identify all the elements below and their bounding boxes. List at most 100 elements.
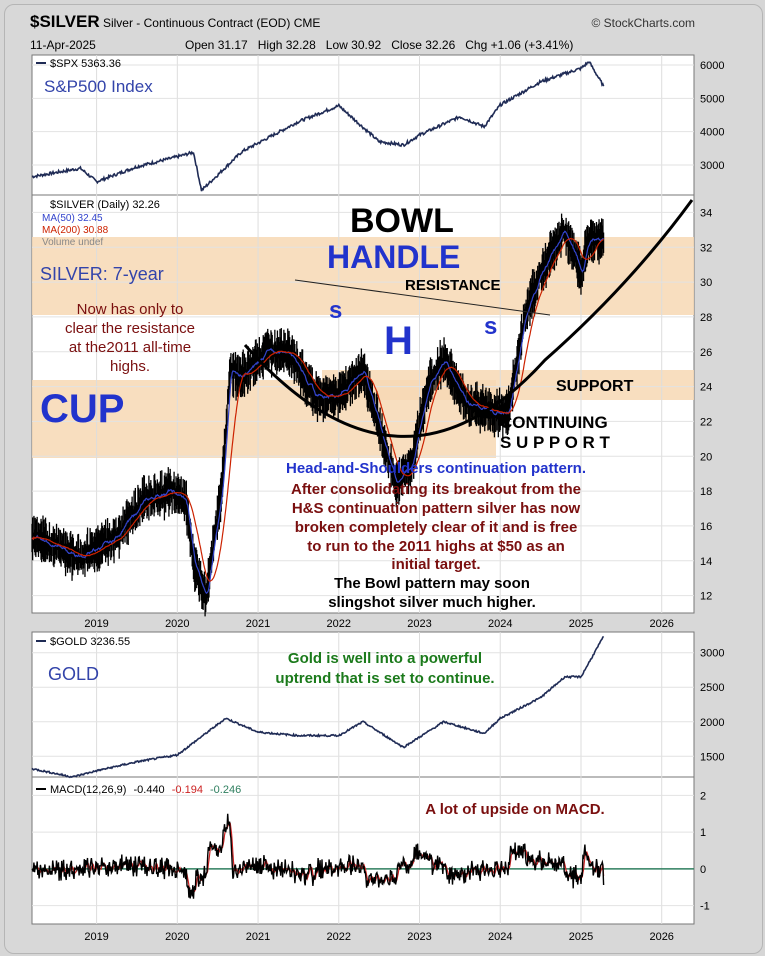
macd-note: A lot of upside on MACD. [425, 801, 604, 818]
x-tick-label: 2023 [407, 618, 431, 630]
macd-line [31, 813, 605, 899]
macd-legend-v1: -0.440 [133, 784, 164, 796]
close-value: Close 32.26 [391, 38, 456, 52]
low-value: Low 30.92 [325, 38, 382, 52]
gridlines [32, 55, 694, 924]
y-tick-label: 32 [700, 242, 712, 254]
note-line-4: highs. [110, 358, 150, 375]
x-tick-label: 2024 [488, 931, 512, 943]
continuing-support-label: S U P P O R T [500, 433, 611, 452]
symbol: $SILVER [30, 12, 100, 31]
x-tick-label: 2025 [569, 931, 593, 943]
silver-legend-title: $SILVER (Daily) 32.26 [50, 199, 160, 211]
note-line-1: Now has only to [77, 301, 184, 318]
x-tick-label: 2023 [407, 931, 431, 943]
gold-panel [31, 631, 695, 778]
hs-line-5: initial target. [391, 556, 480, 573]
x-tick-label: 2026 [649, 931, 673, 943]
neckline [294, 279, 551, 316]
spx-legend: $SPX 5363.36 [50, 58, 121, 70]
macd-legend-v3: -0.246 [210, 784, 241, 796]
support-label: SUPPORT [556, 378, 634, 395]
gold-series-line [31, 635, 605, 779]
open-value: Open 31.17 [185, 38, 248, 52]
y-tick-label: -1 [700, 901, 710, 913]
silver-legend-ma50: MA(50) 32.45 [42, 213, 103, 224]
exchange: CME [293, 16, 321, 30]
left-shoulder-label: s [329, 297, 342, 324]
y-tick-label: 3000 [700, 648, 724, 660]
cup-bowl-curve [243, 199, 694, 438]
axes: 6000500040003000343230282624222018161412… [84, 60, 724, 943]
spx-panel [31, 54, 695, 196]
y-tick-label: 4000 [700, 127, 724, 139]
stockcharts-credit[interactable]: © StockCharts.com [591, 16, 695, 30]
symbol-description: Silver - Continuous Contract (EOD) [102, 16, 291, 30]
gold-note-line-2: uptrend that is set to continue. [275, 670, 494, 687]
y-tick-label: 3000 [700, 160, 724, 172]
y-tick-label: 20 [700, 451, 712, 463]
continuing-label: CONTINUING [500, 413, 608, 432]
y-tick-label: 26 [700, 347, 712, 359]
y-tick-label: 1 [700, 827, 706, 839]
y-tick-label: 0 [700, 864, 706, 876]
y-tick-label: 22 [700, 416, 712, 428]
gold-label: GOLD [48, 664, 99, 684]
silver-legend-volume: Volume undef [42, 237, 103, 248]
x-tick-label: 2019 [84, 618, 108, 630]
y-tick-label: 24 [700, 382, 712, 394]
spx-series-line [31, 61, 605, 192]
bowl-label: BOWL [350, 202, 454, 240]
y-tick-label: 2 [700, 790, 706, 802]
y-tick-label: 14 [700, 556, 712, 568]
head-label: H [384, 319, 413, 363]
handle-label: HANDLE [327, 239, 460, 275]
x-tick-label: 2021 [246, 931, 270, 943]
y-tick-label: 28 [700, 312, 712, 324]
y-tick-label: 30 [700, 277, 712, 289]
hs-line-3: broken completely clear of it and is fre… [295, 519, 578, 536]
hs-line-2: H&S continuation pattern silver has now [292, 500, 581, 517]
cup-label: CUP [40, 387, 124, 431]
hs-line-1: After consolidating its breakout from th… [291, 481, 581, 498]
y-tick-label: 2500 [700, 682, 724, 694]
y-tick-label: 6000 [700, 60, 724, 72]
silver-legend-ma200: MA(200) 30.88 [42, 225, 109, 236]
hs-title: Head-and-Shoulders continuation pattern. [286, 460, 586, 477]
note-line-2: clear the resistance [65, 320, 195, 337]
ohlc-row: 11-Apr-2025 Open 31.17 High 32.28 Low 30… [30, 38, 573, 52]
x-tick-label: 2022 [327, 618, 351, 630]
y-tick-label: 34 [700, 207, 712, 219]
spx-label: S&P500 Index [44, 77, 153, 96]
series-layer [31, 61, 694, 899]
bowl-note-line-2: slingshot silver much higher. [328, 594, 536, 611]
x-tick-label: 2026 [649, 618, 673, 630]
silver-title-label: SILVER: 7-year [40, 264, 164, 284]
gold-note-line-1: Gold is well into a powerful [288, 650, 482, 667]
gold-legend: $GOLD 3236.55 [50, 636, 130, 648]
y-tick-label: 12 [700, 591, 712, 603]
resistance-label: RESISTANCE [405, 277, 501, 294]
x-tick-label: 2020 [165, 618, 189, 630]
x-tick-label: 2025 [569, 618, 593, 630]
right-shoulder-label: s [484, 313, 497, 340]
change-value: Chg +1.06 (+3.41%) [465, 38, 574, 52]
x-tick-label: 2024 [488, 618, 512, 630]
note-line-3: at the2011 all-time [69, 339, 191, 356]
macd-legend-v2: -0.194 [172, 784, 203, 796]
chart-header: $SILVER Silver - Continuous Contract (EO… [30, 12, 320, 32]
x-tick-label: 2019 [84, 931, 108, 943]
silver-ma200-line [31, 237, 604, 582]
bowl-note-line-1: The Bowl pattern may soon [334, 575, 530, 592]
x-tick-label: 2022 [327, 931, 351, 943]
y-tick-label: 18 [700, 486, 712, 498]
y-tick-label: 2000 [700, 717, 724, 729]
ohlc-values: Open 31.17 High 32.28 Low 30.92 Close 32… [185, 38, 573, 52]
x-tick-label: 2020 [165, 931, 189, 943]
chart-date: 11-Apr-2025 [30, 38, 96, 52]
y-tick-label: 1500 [700, 751, 724, 763]
x-tick-label: 2021 [246, 618, 270, 630]
hs-line-4: to run to the 2011 highs at $50 as an [307, 538, 565, 555]
macd-legend: MACD(12,26,9) -0.440 -0.194 -0.246 [50, 784, 241, 796]
